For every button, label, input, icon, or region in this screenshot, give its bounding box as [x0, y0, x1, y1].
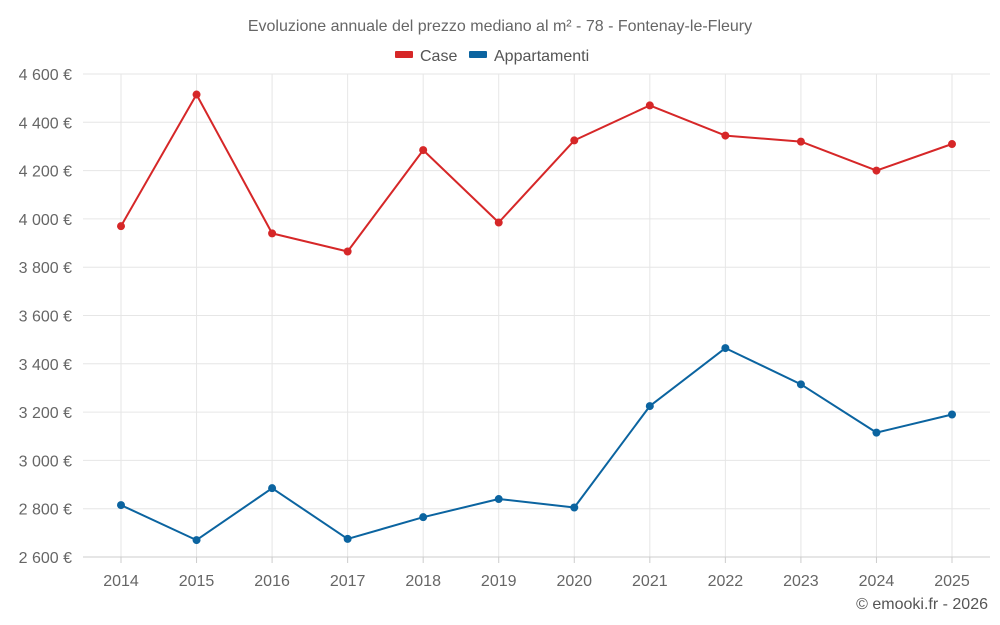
credit-text: © emooki.fr - 2026 — [856, 596, 988, 613]
data-point-appartamenti[interactable] — [948, 410, 956, 419]
series-line-appartamenti — [120, 347, 953, 542]
legend-label-case: Case — [420, 48, 457, 65]
y-tick-label: 4 400 € — [19, 115, 72, 132]
data-point-appartamenti[interactable] — [494, 495, 503, 504]
legend-label-appartamenti: Appartamenti — [494, 48, 589, 65]
data-point-appartamenti[interactable] — [721, 344, 730, 353]
y-tick-label: 2 600 € — [19, 550, 72, 567]
x-tick-label: 2021 — [632, 573, 668, 590]
data-point-case[interactable] — [645, 101, 654, 110]
data-point-appartamenti[interactable] — [192, 536, 201, 545]
y-tick-label: 3 000 € — [19, 453, 72, 470]
data-point-case[interactable] — [948, 140, 956, 149]
data-point-appartamenti[interactable] — [117, 501, 125, 510]
data-point-case[interactable] — [117, 222, 125, 231]
x-tick-label: 2023 — [783, 573, 819, 590]
y-tick-label: 3 400 € — [19, 357, 72, 374]
x-axis: 2014 2015 2016 2017 2018 2019 2020 2021 2022 2023… — [83, 556, 990, 590]
x-tick-label: 2019 — [481, 573, 517, 590]
data-point-case[interactable] — [872, 166, 881, 175]
data-point-case[interactable] — [419, 146, 428, 155]
plot-area — [117, 90, 956, 545]
data-point-case[interactable] — [494, 218, 503, 227]
data-point-case[interactable] — [343, 247, 352, 256]
x-tick-label: 2015 — [179, 573, 215, 590]
data-point-appartamenti[interactable] — [570, 503, 579, 512]
legend-item-case[interactable]: Case — [395, 48, 457, 65]
legend-swatch-appartamenti — [469, 51, 487, 58]
legend-swatch-case — [395, 51, 413, 58]
series-appartamenti — [117, 344, 956, 545]
x-tick-label: 2017 — [330, 573, 366, 590]
y-tick-label: 4 000 € — [19, 212, 72, 229]
y-axis: 2 600 € 2 800 € 3 000 € 3 200 € 3 400 € 3 600… — [19, 67, 72, 567]
y-tick-label: 2 800 € — [19, 502, 72, 519]
data-point-appartamenti[interactable] — [645, 402, 654, 411]
x-tick-label: 2025 — [934, 573, 970, 590]
data-point-appartamenti[interactable] — [796, 380, 805, 389]
series-line-case — [120, 93, 953, 253]
y-tick-label: 3 200 € — [19, 405, 72, 422]
y-tick-label: 3 800 € — [19, 260, 72, 277]
series-case — [117, 90, 956, 256]
legend-item-appartamenti[interactable]: Appartamenti — [469, 48, 589, 65]
data-point-case[interactable] — [570, 136, 579, 145]
data-point-case[interactable] — [721, 131, 730, 140]
data-point-appartamenti[interactable] — [268, 484, 277, 493]
x-tick-label: 2014 — [103, 573, 139, 590]
x-tick-label: 2020 — [556, 573, 592, 590]
y-tick-label: 4 600 € — [19, 67, 72, 84]
data-point-appartamenti[interactable] — [872, 428, 881, 437]
data-point-case[interactable] — [192, 90, 201, 99]
legend: Case Appartamenti — [395, 48, 589, 65]
x-tick-label: 2016 — [254, 573, 290, 590]
x-tick-label: 2022 — [708, 573, 744, 590]
grid — [83, 73, 990, 558]
y-tick-label: 3 600 € — [19, 309, 72, 326]
chart-title: Evoluzione annuale del prezzo mediano al… — [248, 18, 752, 35]
data-point-case[interactable] — [268, 229, 277, 238]
data-point-case[interactable] — [796, 137, 805, 146]
x-tick-label: 2018 — [405, 573, 441, 590]
y-tick-label: 4 200 € — [19, 164, 72, 181]
data-point-appartamenti[interactable] — [419, 513, 428, 522]
x-tick-label: 2024 — [859, 573, 895, 590]
data-point-appartamenti[interactable] — [343, 534, 352, 543]
